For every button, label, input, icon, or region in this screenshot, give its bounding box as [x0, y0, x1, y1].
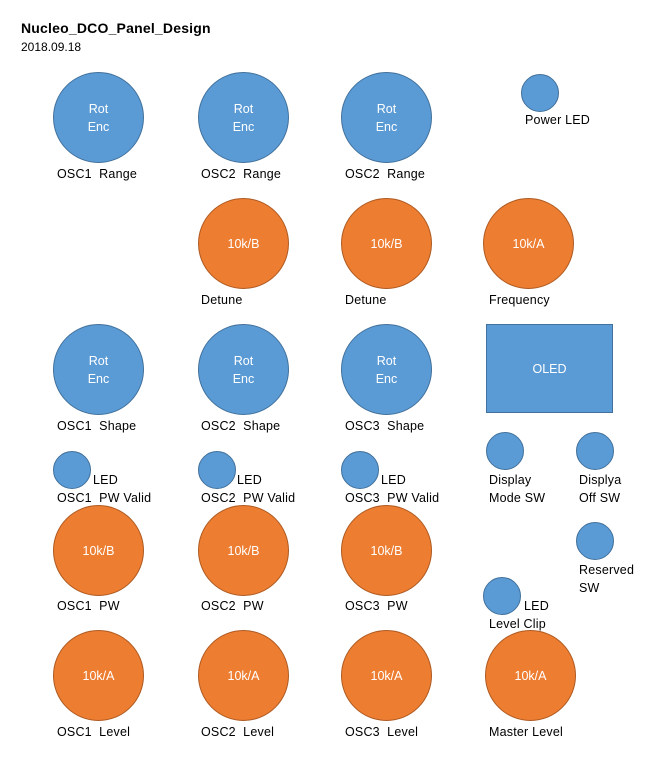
osc2-range-encoder[interactable]: Rot Enc: [198, 72, 289, 163]
display-mode-switch-label: Display Mode SW: [489, 473, 546, 505]
oled-display: OLED: [486, 324, 613, 413]
osc2-shape-encoder[interactable]: Rot Enc: [198, 324, 289, 415]
osc3-pw-valid-label: OSC3 PW Valid: [345, 491, 440, 505]
osc2-pw-valid-label: OSC2 PW Valid: [201, 491, 296, 505]
reserved-switch-label: Reserved SW: [579, 563, 635, 595]
osc3-shape-encoder[interactable]: Rot Enc: [341, 324, 432, 415]
osc3-pw-valid-led-text: LED: [381, 473, 406, 487]
display-off-switch[interactable]: [576, 432, 614, 470]
detune-label-2: Detune: [345, 293, 387, 307]
osc3-level-pot[interactable]: 10k/A: [341, 630, 432, 721]
osc2-pw-valid-led-text: LED: [237, 473, 262, 487]
osc1-range-label: OSC1 Range: [57, 167, 138, 181]
osc2-pw-valid-led: [198, 451, 236, 489]
osc3-level-label: OSC3 Level: [345, 725, 419, 739]
osc1-pw-pot[interactable]: 10k/B: [53, 505, 144, 596]
reserved-switch[interactable]: [576, 522, 614, 560]
osc2-pw-pot[interactable]: 10k/B: [198, 505, 289, 596]
panel-title: Nucleo_DCO_Panel_Design: [21, 20, 211, 36]
detune-pot-1[interactable]: 10k/B: [198, 198, 289, 289]
osc1-shape-label: OSC1 Shape: [57, 419, 137, 433]
detune-label-1: Detune: [201, 293, 243, 307]
frequency-label: Frequency: [489, 293, 550, 307]
osc3-range-encoder[interactable]: Rot Enc: [341, 72, 432, 163]
osc1-level-pot[interactable]: 10k/A: [53, 630, 144, 721]
level-clip-label: Level Clip: [489, 617, 546, 631]
master-level-label: Master Level: [489, 725, 563, 739]
osc2-level-pot[interactable]: 10k/A: [198, 630, 289, 721]
osc1-pw-valid-label: OSC1 PW Valid: [57, 491, 152, 505]
osc3-range-label: OSC2 Range: [345, 167, 426, 181]
power-led: [521, 74, 559, 112]
frequency-pot[interactable]: 10k/A: [483, 198, 574, 289]
level-clip-led-text: LED: [524, 599, 549, 613]
osc2-shape-label: OSC2 Shape: [201, 419, 281, 433]
osc3-shape-label: OSC3 Shape: [345, 419, 425, 433]
osc1-pw-valid-led-text: LED: [93, 473, 118, 487]
osc2-level-label: OSC2 Level: [201, 725, 275, 739]
display-off-switch-label: Displya Off SW: [579, 473, 622, 505]
osc3-pw-valid-led: [341, 451, 379, 489]
osc1-pw-valid-led: [53, 451, 91, 489]
osc2-range-label: OSC2 Range: [201, 167, 282, 181]
osc3-pw-label: OSC3 PW: [345, 599, 408, 613]
osc1-range-encoder[interactable]: Rot Enc: [53, 72, 144, 163]
osc2-pw-label: OSC2 PW: [201, 599, 264, 613]
osc3-pw-pot[interactable]: 10k/B: [341, 505, 432, 596]
level-clip-led: [483, 577, 521, 615]
osc1-pw-label: OSC1 PW: [57, 599, 120, 613]
osc1-shape-encoder[interactable]: Rot Enc: [53, 324, 144, 415]
power-led-label: Power LED: [525, 113, 591, 127]
detune-pot-2[interactable]: 10k/B: [341, 198, 432, 289]
master-level-pot[interactable]: 10k/A: [485, 630, 576, 721]
display-mode-switch[interactable]: [486, 432, 524, 470]
panel-date: 2018.09.18: [21, 40, 82, 54]
osc1-level-label: OSC1 Level: [57, 725, 131, 739]
